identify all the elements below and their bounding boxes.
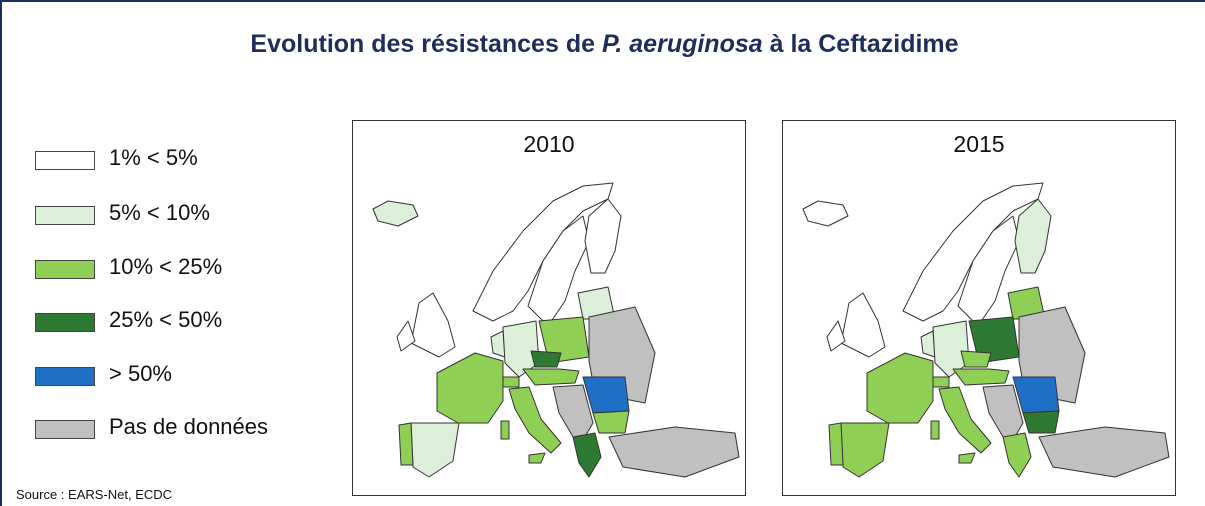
- country-portugal: [828, 422, 844, 466]
- country-iceland: [802, 200, 849, 227]
- country-turkey: [608, 426, 740, 478]
- country-sicily: [958, 452, 976, 464]
- map-panel: 2015: [782, 120, 1176, 496]
- legend-swatch: [35, 206, 95, 225]
- country-czechia: [530, 350, 562, 368]
- source: Source : EARS-Net, ECDC: [16, 487, 173, 502]
- legend-label: 5% < 10%: [109, 200, 210, 225]
- country-ireland: [826, 320, 846, 352]
- country-romania: [1012, 376, 1060, 414]
- map-panel: 2010: [352, 120, 746, 496]
- legend-label: > 50%: [109, 361, 172, 386]
- country-romania: [582, 376, 630, 414]
- title-italic: P. aeruginosa: [601, 30, 763, 58]
- map: [802, 182, 1170, 478]
- country-iceland: [372, 200, 419, 227]
- country-uk: [840, 292, 886, 358]
- legend-label: 10% < 25%: [109, 254, 223, 279]
- legend-label: Pas de données: [109, 414, 269, 439]
- country-spain: [410, 422, 460, 478]
- country-portugal: [398, 422, 414, 466]
- country-greece: [1002, 432, 1032, 478]
- legend-swatch: [35, 420, 95, 439]
- legend-label: 1% < 5%: [109, 145, 198, 170]
- country-sicily: [528, 452, 546, 464]
- country-sardinia: [930, 420, 940, 440]
- country-norway: [472, 182, 614, 322]
- country-finland: [1014, 198, 1052, 274]
- country-ireland: [396, 320, 416, 352]
- legend-label: 25% < 50%: [109, 307, 223, 332]
- country-bulgaria: [592, 410, 630, 434]
- country-finland: [584, 198, 622, 274]
- country-switzerland: [932, 376, 950, 388]
- map: [372, 182, 740, 478]
- country-france: [866, 352, 934, 424]
- country-czechia: [960, 350, 992, 368]
- title-text: à la Ceftazidime: [762, 30, 959, 58]
- country-france: [436, 352, 504, 424]
- country-turkey: [1038, 426, 1170, 478]
- country-benelux: [490, 330, 506, 358]
- legend-swatch: [35, 151, 95, 170]
- legend-swatch: [35, 367, 95, 386]
- title-text: Evolution des résistances de: [250, 30, 602, 58]
- country-norway: [902, 182, 1044, 322]
- country-central: [952, 368, 1010, 386]
- country-uk: [410, 292, 456, 358]
- title: Evolution des résistances de P. aerugino…: [2, 30, 1205, 59]
- country-italy: [508, 386, 562, 454]
- map-title: 2015: [953, 131, 1005, 157]
- country-bulgaria: [1022, 410, 1060, 434]
- legend-swatch: [35, 313, 95, 332]
- country-spain: [840, 422, 890, 478]
- country-italy: [938, 386, 992, 454]
- country-benelux: [920, 330, 936, 358]
- country-greece: [572, 432, 602, 478]
- country-switzerland: [502, 376, 520, 388]
- country-sardinia: [500, 420, 510, 440]
- legend-swatch: [35, 260, 95, 279]
- map-title: 2010: [523, 131, 575, 157]
- country-central: [522, 368, 580, 386]
